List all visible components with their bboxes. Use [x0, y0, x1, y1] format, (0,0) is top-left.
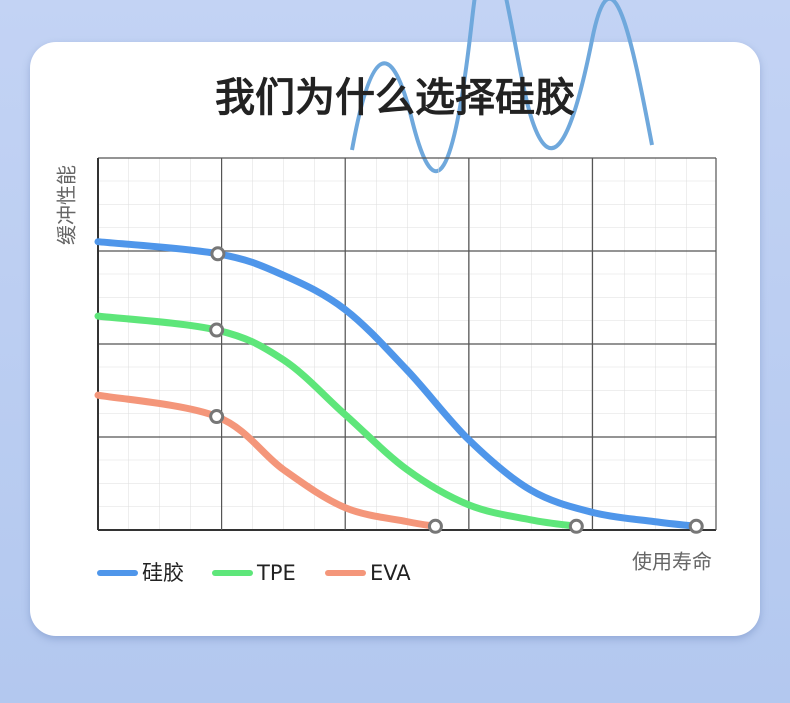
chart-title: 我们为什么选择硅胶 [215, 75, 575, 121]
point-marker [427, 518, 443, 534]
point-marker [210, 246, 226, 262]
series-line [94, 238, 700, 530]
plot: 硅胶 TPE EVA [94, 157, 717, 585]
point-marker [209, 409, 225, 425]
y-axis-label: 缓冲性能 [55, 165, 79, 245]
legend-label: EVA [370, 561, 411, 585]
legend-label: 硅胶 [142, 561, 184, 585]
point-marker [209, 322, 225, 338]
point-marker [568, 518, 584, 534]
decor-wave [350, 0, 654, 174]
x-axis-label: 使用寿命 [632, 550, 712, 574]
point-marker [688, 518, 704, 534]
series-line [94, 391, 439, 530]
legend-label: TPE [256, 561, 296, 585]
